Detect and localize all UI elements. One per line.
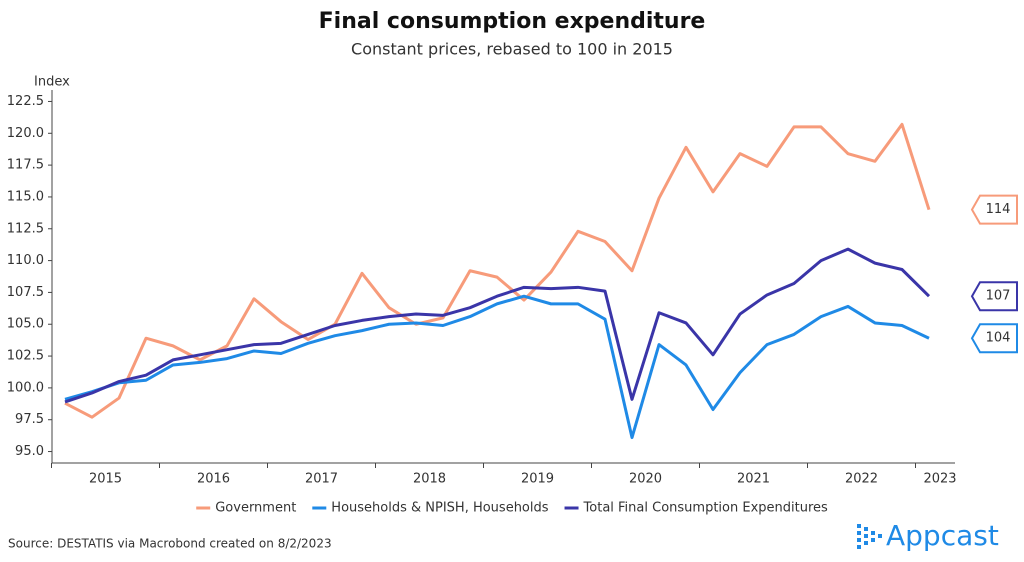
end-label-text: 114	[986, 202, 1011, 217]
legend: Government Households & NPISH, Households…	[196, 501, 828, 516]
y-tick-label: 122.5	[7, 94, 44, 109]
x-tick-label: 2020	[629, 472, 662, 487]
end-label-box	[970, 281, 1018, 312]
y-tick-label: 102.5	[7, 349, 44, 364]
source: Source: DESTATIS via Macrobond created o…	[8, 537, 332, 551]
y-tick-label: 112.5	[7, 221, 44, 236]
end-label-box	[970, 323, 1018, 354]
chart-title: Final consumption expenditure	[319, 9, 706, 34]
y-tick-label: 97.5	[15, 412, 44, 427]
legend-label: Total Final Consumption Expenditures	[583, 501, 828, 516]
logo-icon	[857, 524, 882, 549]
legend-label: Government	[215, 501, 296, 516]
x-tick-label: 2016	[197, 472, 230, 487]
chart-subtitle: Constant prices, rebased to 100 in 2015	[351, 40, 673, 59]
x-tick-label: 2021	[737, 472, 770, 487]
x-tick-label: 2023	[923, 472, 956, 487]
legend-label: Households & NPISH, Households	[331, 501, 548, 516]
x-tick-label: 2022	[845, 472, 878, 487]
end-label: 107	[970, 281, 1018, 312]
x-tick-label: 2019	[521, 472, 554, 487]
x-tick-label: 2017	[305, 472, 338, 487]
end-label-text: 107	[986, 289, 1011, 304]
end-label-box	[970, 194, 1018, 225]
y-tick-label: 95.0	[15, 444, 44, 459]
y-tick-label: 107.5	[7, 285, 44, 300]
y-tick-label: 110.0	[7, 253, 44, 268]
end-label: 114	[970, 194, 1018, 225]
end-label: 104	[970, 323, 1018, 354]
line	[64, 122, 931, 419]
line	[64, 294, 930, 440]
x-tick-label: 2015	[89, 472, 122, 487]
logo: Appcast	[886, 519, 999, 552]
y-tick-label: 120.0	[7, 126, 44, 141]
y-tick-label: 100.0	[7, 380, 44, 395]
y-tick-label: 115.0	[7, 189, 44, 204]
y-tick-label: 117.5	[7, 158, 44, 173]
line	[64, 247, 931, 404]
y-tick-label: 105.0	[7, 317, 44, 332]
x-tick-label: 2018	[413, 472, 446, 487]
end-label-text: 104	[986, 331, 1011, 346]
y-axis-label: Index	[34, 75, 70, 90]
